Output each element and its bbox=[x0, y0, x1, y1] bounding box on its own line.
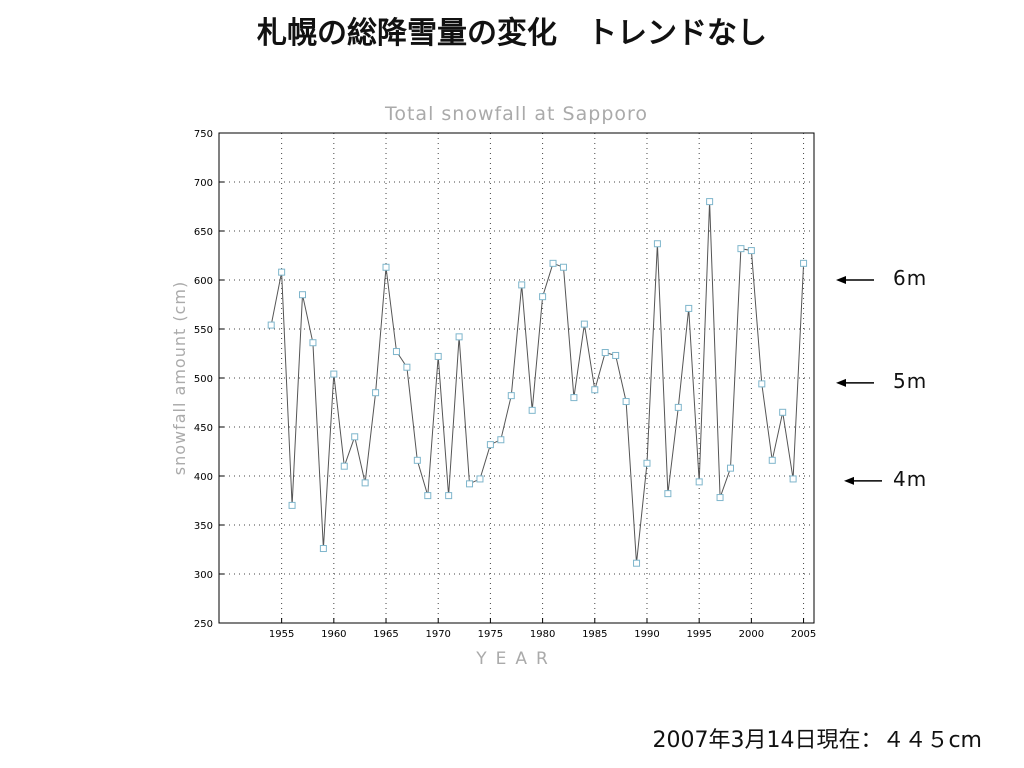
data-point bbox=[800, 259, 808, 267]
x-tick-label: 1975 bbox=[478, 629, 503, 640]
series-line-snowfall bbox=[270, 201, 805, 564]
data-point bbox=[779, 408, 787, 416]
slide-title: 札幌の総降雪量の変化 トレンドなし bbox=[257, 16, 767, 51]
x-tick-label: 1990 bbox=[634, 629, 659, 640]
annotation-arrow-head bbox=[844, 476, 854, 485]
data-point bbox=[392, 348, 400, 356]
data-point bbox=[580, 320, 588, 328]
y-tick-label: 600 bbox=[194, 276, 213, 287]
data-point bbox=[319, 545, 327, 553]
y-tick-label: 650 bbox=[194, 227, 213, 238]
x-tick-label: 2005 bbox=[791, 629, 816, 640]
data-point bbox=[455, 333, 463, 341]
data-point bbox=[612, 351, 620, 359]
data-point bbox=[726, 464, 734, 472]
data-point bbox=[706, 198, 714, 206]
data-point bbox=[288, 501, 296, 509]
chart-title: Total snowfall at Sapporo bbox=[384, 103, 648, 125]
x-tick-label: 1955 bbox=[269, 629, 294, 640]
data-point bbox=[643, 459, 651, 467]
data-point bbox=[403, 363, 411, 371]
data-point bbox=[768, 456, 776, 464]
data-point bbox=[695, 478, 703, 486]
annotation-6m: 6m bbox=[893, 266, 928, 290]
y-tick-label: 700 bbox=[194, 178, 213, 189]
data-point bbox=[737, 245, 745, 253]
y-tick-label: 350 bbox=[194, 521, 213, 532]
data-point bbox=[424, 492, 432, 500]
data-point bbox=[309, 339, 317, 347]
data-point bbox=[267, 321, 275, 329]
data-point bbox=[789, 475, 797, 483]
annotation-arrow-head bbox=[836, 276, 846, 284]
annotation-5m: 5m bbox=[893, 368, 928, 393]
x-tick-label: 1960 bbox=[321, 629, 346, 640]
y-tick-label: 400 bbox=[194, 472, 213, 483]
data-point bbox=[622, 398, 630, 406]
data-point bbox=[591, 386, 599, 394]
data-point bbox=[497, 436, 505, 444]
data-point bbox=[434, 352, 442, 360]
data-point bbox=[716, 494, 724, 502]
data-point bbox=[528, 406, 536, 414]
y-tick-label: 550 bbox=[194, 325, 213, 336]
data-point bbox=[747, 247, 755, 255]
y-axis-label: snowfall amount (cm) bbox=[170, 281, 189, 475]
x-tick-label: 1980 bbox=[530, 629, 555, 640]
data-point bbox=[539, 293, 547, 301]
data-point bbox=[559, 263, 567, 271]
data-point bbox=[445, 492, 453, 500]
data-point bbox=[361, 479, 369, 487]
data-point bbox=[601, 349, 609, 357]
data-point bbox=[466, 480, 474, 488]
x-tick-label: 1985 bbox=[582, 629, 607, 640]
data-point bbox=[372, 389, 380, 397]
annotation-arrow-head bbox=[836, 378, 846, 387]
annotation-arrows bbox=[836, 276, 882, 485]
data-point bbox=[570, 394, 578, 402]
data-point bbox=[664, 490, 672, 498]
data-point bbox=[330, 370, 338, 378]
axis-ticks: 1955 1960 1965 1970 1975 1980 1985 1990 1995 2000… bbox=[194, 129, 816, 640]
data-point bbox=[299, 291, 307, 299]
y-tick-label: 250 bbox=[194, 619, 213, 630]
y-tick-label: 300 bbox=[194, 570, 213, 581]
data-points bbox=[267, 198, 808, 567]
data-point bbox=[278, 268, 286, 276]
data-point bbox=[653, 240, 661, 248]
data-point bbox=[382, 263, 390, 271]
data-point bbox=[758, 380, 766, 388]
data-point bbox=[549, 259, 557, 267]
x-tick-label: 1970 bbox=[425, 629, 450, 640]
y-tick-label: 450 bbox=[194, 423, 213, 434]
data-point bbox=[413, 456, 421, 464]
data-point bbox=[486, 441, 494, 449]
annotation-4m: 4m bbox=[893, 466, 928, 491]
grid-lines bbox=[219, 133, 814, 623]
data-point bbox=[507, 392, 515, 400]
x-tick-label: 1995 bbox=[686, 629, 711, 640]
x-tick-label: 1965 bbox=[373, 629, 398, 640]
x-axis-label: YEAR bbox=[475, 649, 557, 669]
data-point bbox=[351, 433, 359, 441]
y-tick-label: 750 bbox=[194, 129, 213, 140]
data-point bbox=[340, 462, 348, 470]
data-point bbox=[476, 475, 484, 483]
footer-note: 2007年3月14日現在：４４５cm bbox=[652, 728, 982, 753]
data-point bbox=[674, 403, 682, 411]
data-point bbox=[633, 559, 641, 567]
data-point bbox=[685, 304, 693, 312]
data-point bbox=[518, 281, 526, 289]
x-tick-label: 2000 bbox=[739, 629, 764, 640]
y-tick-label: 500 bbox=[194, 374, 213, 385]
